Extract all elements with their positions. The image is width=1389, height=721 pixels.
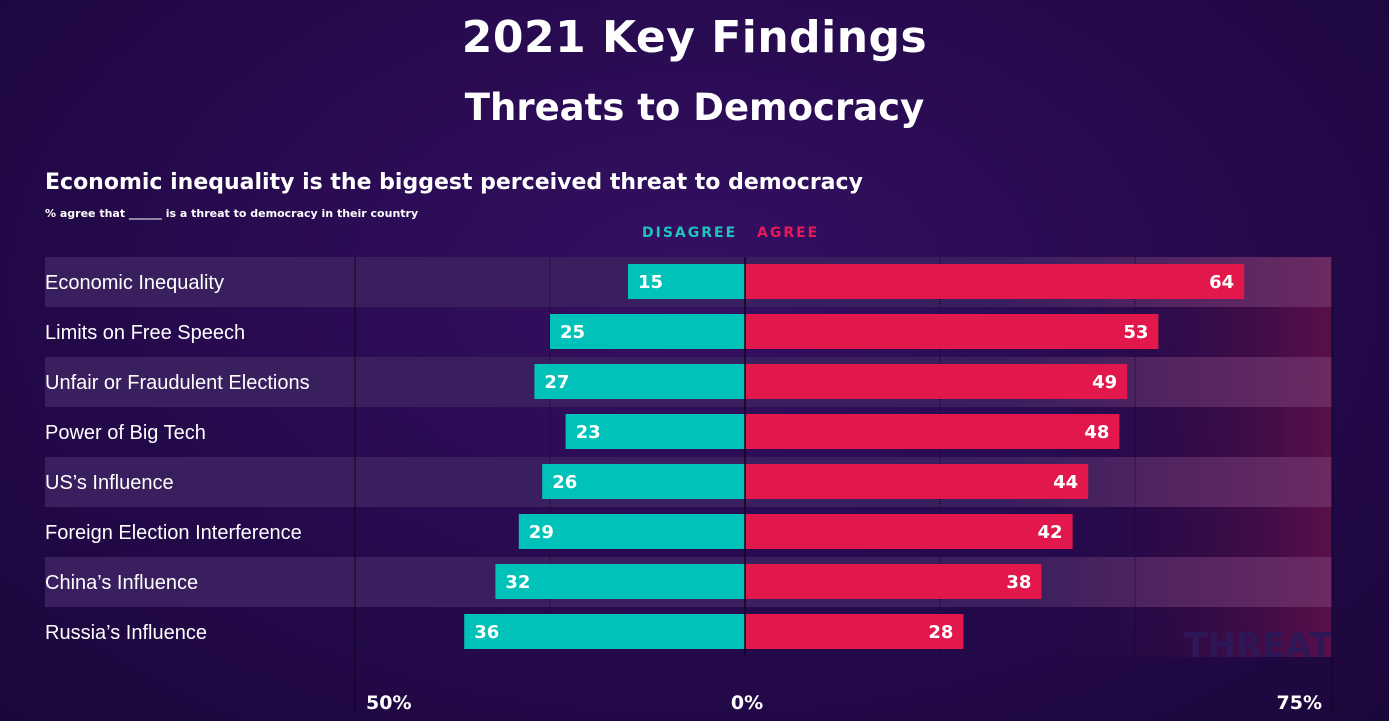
data-label-disagree: 25	[560, 322, 585, 343]
data-label-disagree: 23	[576, 422, 601, 443]
axis-tick-left: 50%	[366, 692, 411, 714]
bar-agree	[745, 514, 1073, 549]
bar-agree	[745, 314, 1159, 349]
bar-disagree	[628, 264, 745, 299]
bar-disagree	[542, 464, 745, 499]
data-label-agree: 38	[1006, 572, 1031, 593]
data-label-agree: 53	[1123, 322, 1148, 343]
bar-agree	[745, 564, 1042, 599]
category-label: Economic Inequality	[45, 272, 224, 294]
data-label-agree: 49	[1092, 372, 1117, 393]
data-label-disagree: 32	[505, 572, 530, 593]
bar-disagree	[518, 514, 745, 549]
axis-tick-right: 75%	[1277, 692, 1322, 714]
chart-note: % agree that ______ is a threat to democ…	[45, 207, 419, 220]
data-label-agree: 44	[1053, 472, 1078, 493]
bar-disagree	[534, 364, 745, 399]
bar-agree	[745, 464, 1089, 499]
category-label: Unfair or Fraudulent Elections	[45, 372, 310, 394]
bar-agree	[745, 614, 964, 649]
data-label-disagree: 26	[552, 472, 577, 493]
data-label-disagree: 36	[474, 622, 499, 643]
page-title: 2021 Key Findings	[461, 12, 928, 63]
watermark-text: THREAT	[1184, 626, 1333, 666]
category-label: Limits on Free Speech	[45, 322, 245, 344]
bar-disagree	[464, 614, 745, 649]
bar-disagree	[550, 314, 745, 349]
data-label-disagree: 29	[529, 522, 554, 543]
data-label-disagree: 27	[544, 372, 569, 393]
chart-title: Economic inequality is the biggest perce…	[45, 170, 863, 195]
bar-disagree	[495, 564, 745, 599]
data-label-disagree: 15	[638, 272, 663, 293]
data-label-agree: 64	[1209, 272, 1234, 293]
legend-agree: AGREE	[757, 225, 820, 241]
bar-disagree	[565, 414, 745, 449]
page-subtitle: Threats to Democracy	[464, 86, 925, 129]
bar-agree	[745, 264, 1245, 299]
bar-agree	[745, 364, 1128, 399]
category-label: Russia’s Influence	[45, 622, 207, 644]
axis-tick-center: 0%	[731, 692, 763, 714]
category-label: US’s Influence	[45, 472, 174, 494]
category-label: Foreign Election Interference	[45, 522, 302, 544]
category-label: China’s Influence	[45, 572, 198, 594]
data-label-agree: 48	[1084, 422, 1109, 443]
bar-agree	[745, 414, 1120, 449]
data-label-agree: 28	[928, 622, 953, 643]
legend-disagree: DISAGREE	[642, 225, 738, 241]
data-label-agree: 42	[1038, 522, 1063, 543]
category-label: Power of Big Tech	[45, 422, 206, 444]
